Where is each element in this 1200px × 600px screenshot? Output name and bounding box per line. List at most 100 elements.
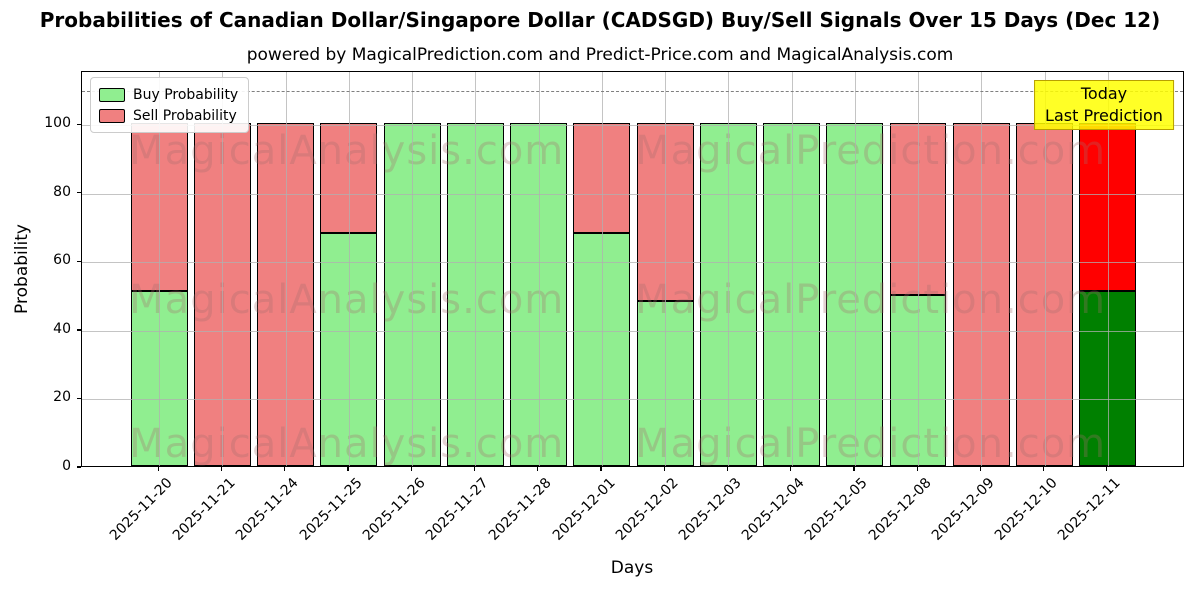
x-tick-mark <box>537 467 539 471</box>
bar-2025-12-08-sell-segment <box>889 123 947 295</box>
x-axis-title: Days <box>610 558 654 578</box>
x-tick-mark <box>853 467 855 471</box>
gridline-horizontal <box>82 193 1183 195</box>
x-tick-label: 2025-12-11 <box>1055 475 1125 544</box>
bar-2025-11-21-sell-segment <box>193 123 251 466</box>
legend-item: Sell Probability <box>99 105 238 126</box>
gridline-vertical <box>475 72 477 466</box>
x-tick-mark <box>1043 467 1045 471</box>
x-tick-mark <box>790 467 792 471</box>
gridline-vertical <box>412 72 414 466</box>
watermark-text: MagicalAnalysis.com <box>129 128 565 174</box>
gridline-horizontal <box>82 399 1183 401</box>
bar-2025-12-01-buy-segment <box>573 232 631 466</box>
x-tick-mark <box>916 467 918 471</box>
chart-title: Probabilities of Canadian Dollar/Singapo… <box>39 8 1161 32</box>
bar-2025-12-01-sell-segment <box>573 123 631 233</box>
gridline-vertical <box>791 72 793 466</box>
y-axis-title: Probability <box>12 224 32 314</box>
gridline-vertical <box>665 72 667 466</box>
x-tick-label: 2025-11-26 <box>359 475 429 544</box>
bar-2025-11-20-buy-segment <box>130 291 188 466</box>
bar-2025-12-08-buy-segment <box>889 294 947 466</box>
legend-swatch-sell <box>99 108 125 123</box>
bar-2025-11-24-sell-segment <box>257 123 315 466</box>
y-tick-mark <box>76 466 81 468</box>
watermark-text: MagicalAnalysis.com <box>129 277 565 323</box>
legend-item: Buy Probability <box>99 84 238 105</box>
y-tick-label: 0 <box>62 458 71 474</box>
bar-2025-11-25-buy-segment <box>320 232 378 466</box>
legend-item-label: Buy Probability <box>133 86 239 103</box>
today-annotation-line1: Today <box>1080 84 1128 103</box>
bar-2025-12-05-buy-segment <box>826 123 884 466</box>
x-tick-mark <box>157 467 159 471</box>
threshold-dashed-line <box>82 90 1183 92</box>
gridline-vertical <box>222 72 224 466</box>
bar-2025-11-27-buy-segment <box>446 123 504 466</box>
y-tick-label: 60 <box>53 252 71 269</box>
bar-2025-12-10-sell-segment <box>1016 123 1073 466</box>
x-tick-label: 2025-11-20 <box>106 475 176 544</box>
x-tick-mark <box>1106 467 1108 471</box>
gridline-vertical <box>601 72 603 466</box>
y-tick-label: 100 <box>44 115 71 132</box>
y-tick-mark <box>76 329 81 331</box>
legend-item-label: Sell Probability <box>133 107 237 124</box>
x-tick-label: 2025-11-24 <box>233 475 302 544</box>
x-tick-mark <box>410 467 412 471</box>
x-tick-mark <box>473 467 476 471</box>
x-tick-label: 2025-11-27 <box>422 475 492 544</box>
x-tick-label: 2025-12-10 <box>992 475 1061 544</box>
gridline-vertical <box>918 72 920 466</box>
gridline-vertical <box>728 72 730 466</box>
y-tick-label: 20 <box>53 389 71 406</box>
watermark-text: MagicalPrediction.com <box>635 277 1107 323</box>
gridline-vertical <box>1107 72 1109 466</box>
x-tick-label: 2025-12-01 <box>549 475 619 544</box>
x-tick-label: 2025-12-04 <box>739 475 808 544</box>
gridline-vertical <box>348 72 350 466</box>
y-tick-mark <box>76 260 81 262</box>
x-tick-mark <box>347 467 349 471</box>
y-tick-label: 40 <box>53 320 71 337</box>
y-tick-mark <box>76 192 81 194</box>
gridline-vertical <box>854 72 856 466</box>
today-annotation-line2: Last Prediction <box>1045 106 1163 125</box>
bar-2025-11-25-sell-segment <box>320 123 378 233</box>
x-tick-label: 2025-12-05 <box>802 475 872 544</box>
y-tick-label: 80 <box>53 183 71 200</box>
x-tick-label: 2025-11-28 <box>486 475 555 544</box>
gridline-vertical <box>981 72 983 466</box>
x-tick-mark <box>979 467 981 471</box>
gridline-horizontal <box>82 330 1183 332</box>
y-tick-mark <box>76 123 81 125</box>
bar-2025-12-03-buy-segment <box>699 123 757 466</box>
gridline-vertical <box>538 72 540 466</box>
watermark-text: MagicalAnalysis.com <box>129 421 565 467</box>
x-tick-label: 2025-11-21 <box>169 475 239 544</box>
today-annotation: Today Last Prediction <box>1034 80 1174 130</box>
x-tick-mark <box>726 467 729 471</box>
x-tick-mark <box>220 467 223 471</box>
x-tick-label: 2025-11-25 <box>296 475 366 544</box>
x-tick-label: 2025-12-02 <box>612 475 682 544</box>
watermark-text: MagicalPrediction.com <box>635 421 1107 467</box>
y-tick-mark <box>76 397 81 400</box>
x-tick-label: 2025-12-09 <box>928 475 998 544</box>
legend: Buy Probability Sell Probability <box>90 77 250 133</box>
x-tick-label: 2025-12-08 <box>865 475 935 544</box>
x-tick-label: 2025-12-03 <box>675 475 745 544</box>
watermark-text: MagicalPrediction.com <box>635 128 1107 174</box>
gridline-vertical <box>285 72 287 466</box>
x-tick-mark <box>284 467 286 471</box>
chart-subtitle: powered by MagicalPrediction.com and Pre… <box>246 45 954 65</box>
gridline-horizontal <box>82 125 1183 127</box>
gridline-vertical <box>159 72 161 466</box>
x-tick-mark <box>663 467 665 471</box>
legend-swatch-buy <box>99 87 125 102</box>
gridline-horizontal <box>82 262 1183 264</box>
x-tick-mark <box>600 467 602 471</box>
plot-area: MagicalAnalysis.com MagicalPrediction.com… <box>81 71 1184 467</box>
